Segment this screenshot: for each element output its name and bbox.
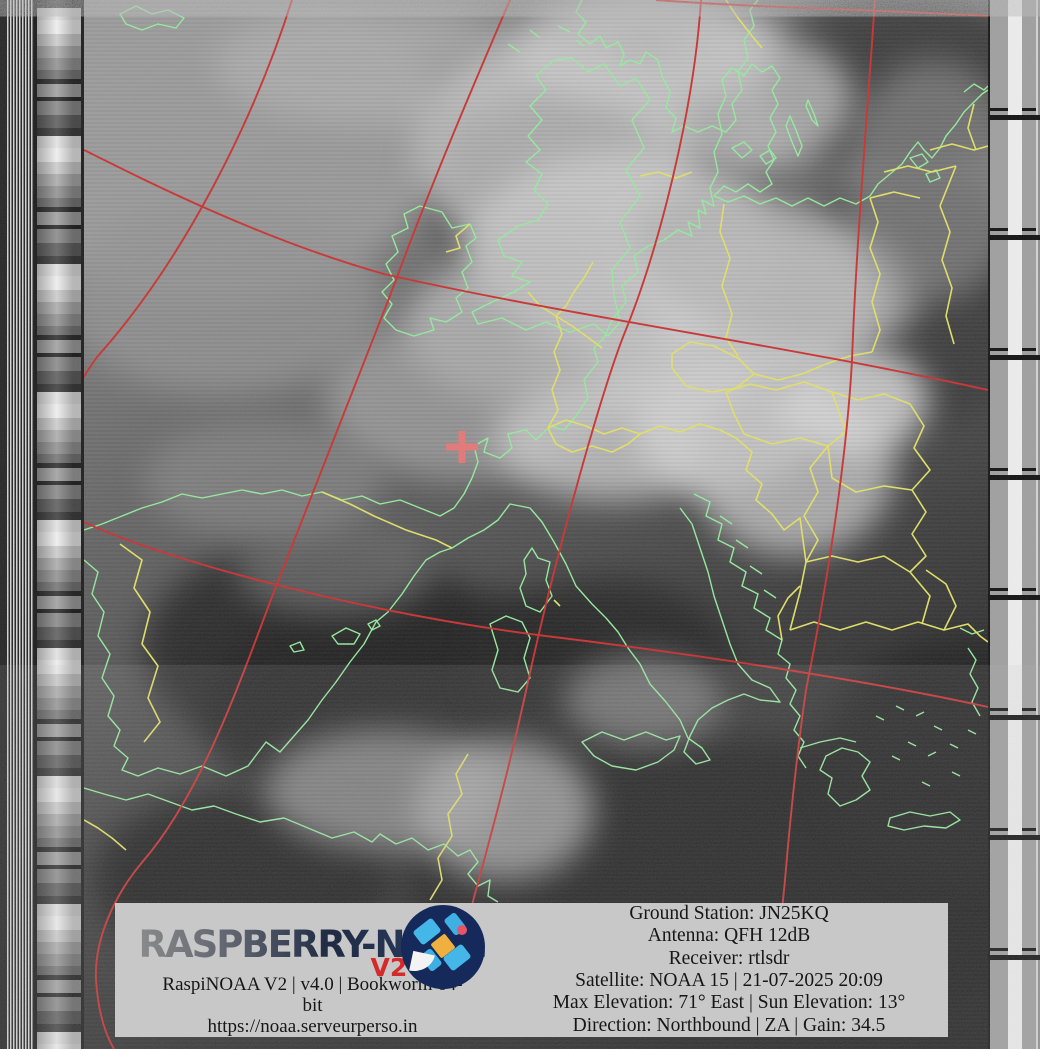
satellite-antenna-tip [456, 925, 467, 935]
satellite-line: Satellite: NOAA 15 | 21-07-2025 20:09 [575, 970, 883, 991]
elevation-line: Max Elevation: 71° East | Sun Elevation:… [552, 992, 906, 1014]
software-info-column: RASPBERRY-NOAA V2 RaspiNOAA V2 | v4.0 | … [115, 903, 510, 1037]
coastline-layer [84, 0, 988, 903]
capture-info-panel: RASPBERRY-NOAA V2 RaspiNOAA V2 | v4.0 | … [115, 903, 948, 1037]
satellite-icon [400, 905, 485, 989]
apt-sync-stripes-band [7, 0, 34, 1049]
country-border-layer [84, 0, 988, 901]
ground-station-line: Ground Station: JN25KQ [629, 902, 829, 924]
apt-telemetry-wedges-band [37, 0, 81, 1049]
ground-station-marker [446, 431, 478, 463]
software-version-line-wrap: bit [302, 995, 323, 1016]
left-edge-noise-band [0, 0, 7, 1049]
map-overlay-layer [84, 0, 988, 1049]
pass-info-column: Ground Station: JN25KQ Antenna: QFH 12dB… [510, 903, 948, 1037]
satellite-dish [408, 950, 435, 976]
station-url: https://noaa.serveurperso.in [207, 1016, 418, 1037]
raspberry-noaa-logo: RASPBERRY-NOAA V2 [133, 905, 493, 989]
minute-marker-bars [988, 0, 1040, 1049]
receiver-line: Receiver: rtlsdr [668, 947, 790, 969]
antenna-line: Antenna: QFH 12dB [647, 925, 811, 947]
direction-gain-line: Direction: Northbound | ZA | Gain: 34.5 [572, 1014, 886, 1036]
latlon-grid-layer [84, 0, 988, 1049]
